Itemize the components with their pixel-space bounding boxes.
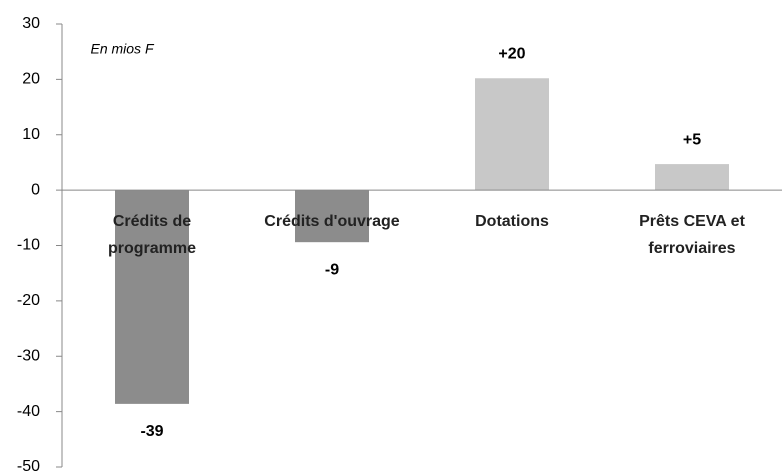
data-label: -39 [140,423,163,440]
data-label: +5 [683,131,701,148]
x-tick-label: Crédits d'ouvrage [264,213,400,231]
y-tick-label: 0 [31,181,40,198]
y-tick-label: -50 [17,458,40,474]
bar [655,164,729,191]
x-tick-label: Dotations [475,213,549,231]
y-tick-label: -30 [17,347,40,364]
y-tick-label: -10 [17,237,40,254]
x-tick-label: Prêts CEVA et ferroviaires [639,213,745,258]
x-tick-label: Crédits de programme [107,213,197,258]
bar [295,190,369,243]
y-tick-label: 20 [22,71,40,88]
annotation: En mios F [90,41,154,57]
y-tick-label: 30 [22,15,40,32]
y-tick-label: -40 [17,403,40,420]
bar [115,190,189,404]
data-label: -9 [325,261,339,278]
bar [475,78,549,191]
y-tick-label: 10 [22,126,40,143]
y-tick-label: -20 [17,292,40,309]
data-label: +20 [498,45,525,62]
